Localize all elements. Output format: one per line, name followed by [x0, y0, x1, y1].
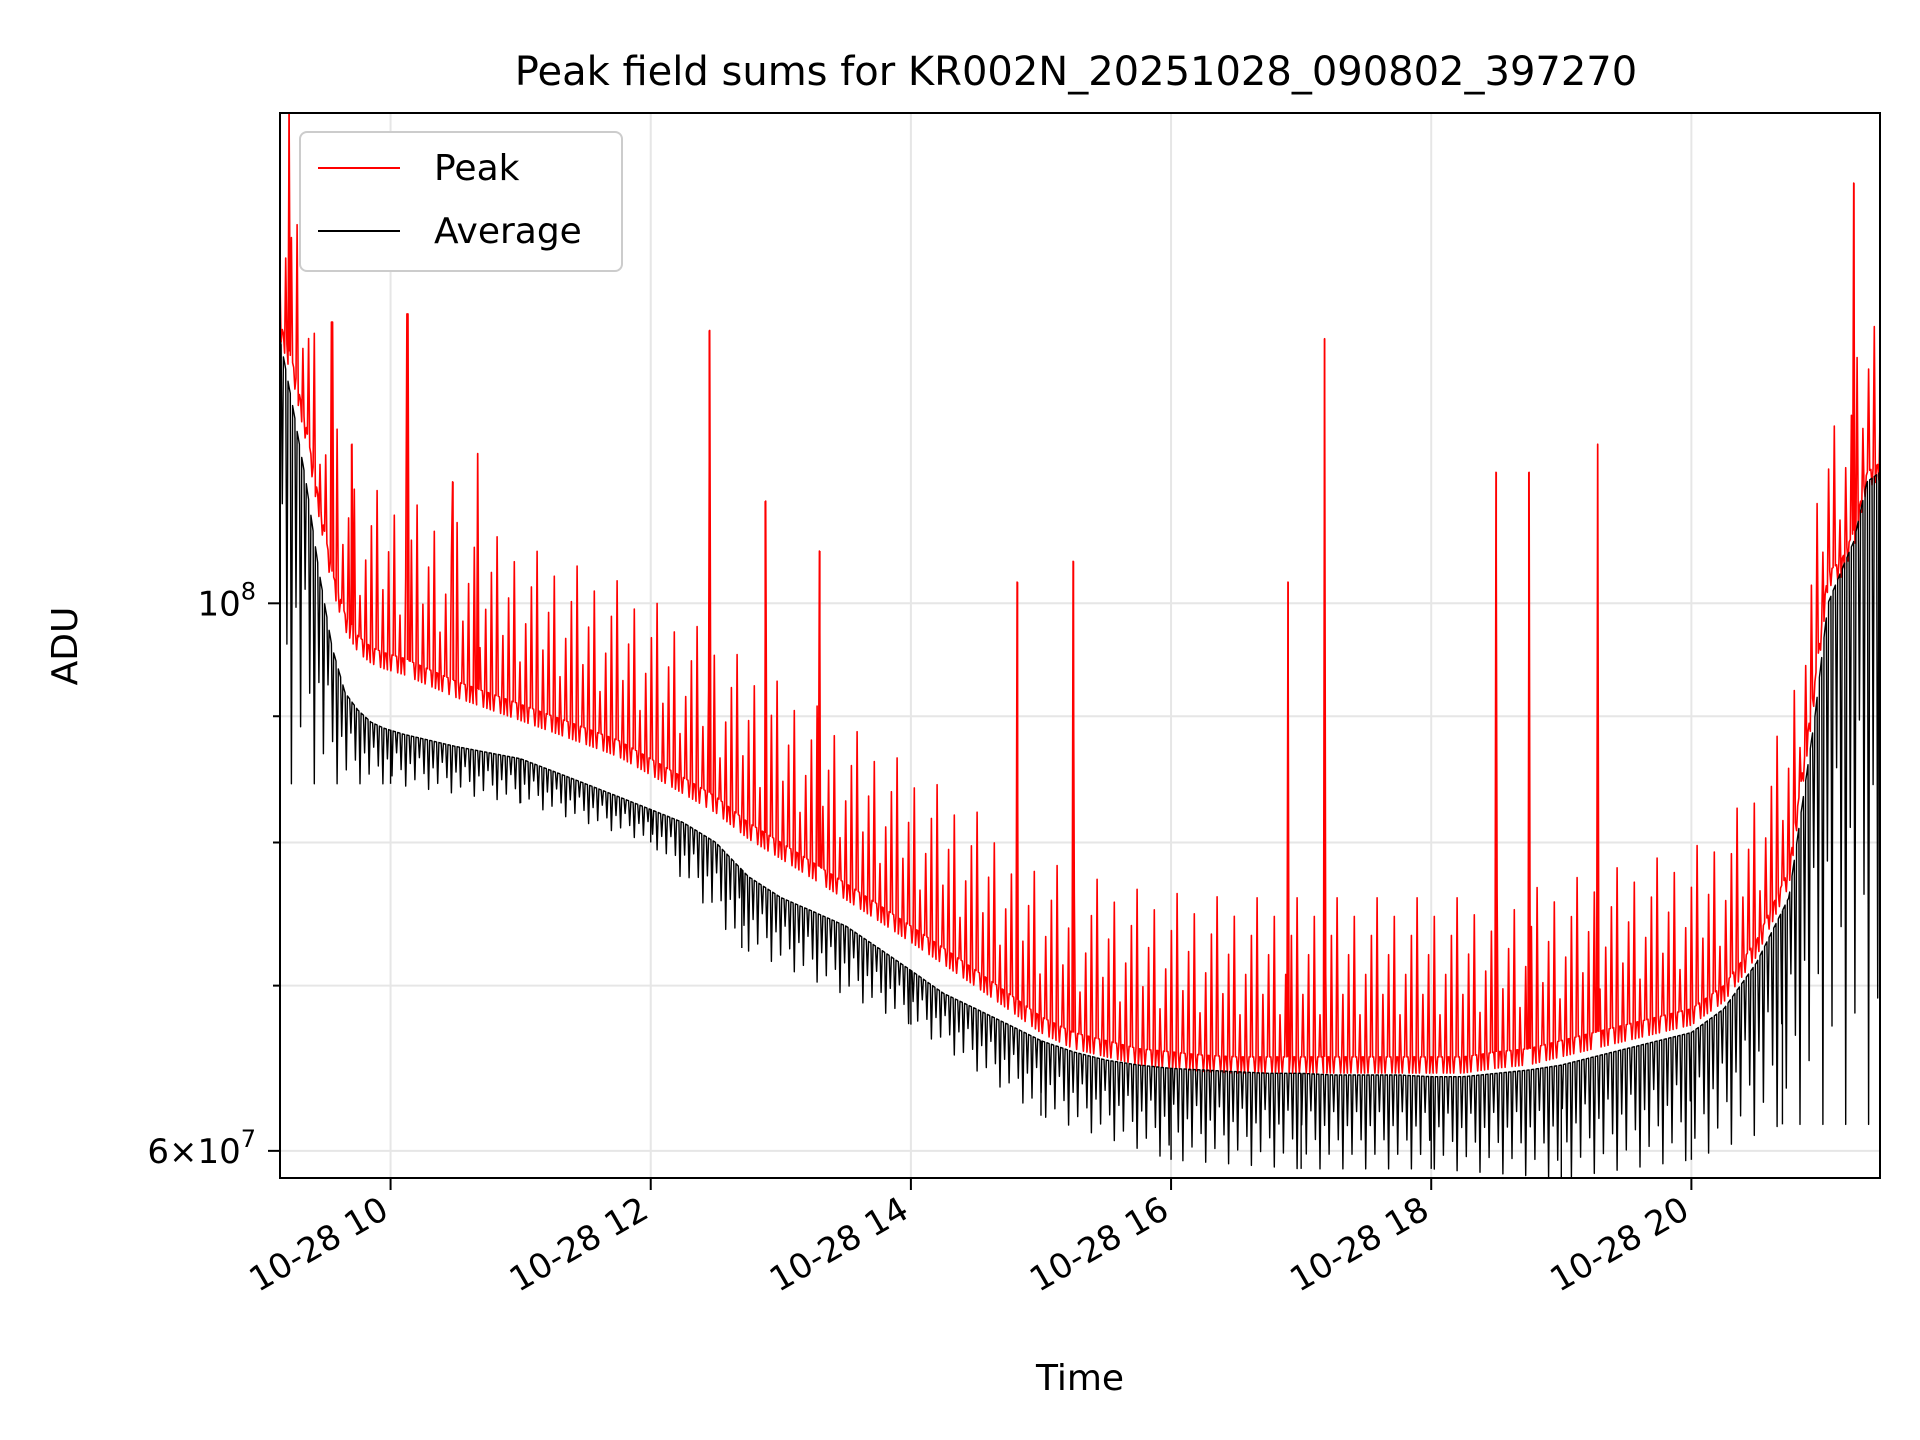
x-axis-label: Time — [1035, 1358, 1124, 1399]
legend-peak-label: Peak — [434, 148, 520, 189]
y-axis-ticks: 6×107 108 — [147, 577, 280, 1172]
y-tick-label-exponent: 7 — [241, 1125, 256, 1153]
axes-frame — [279, 112, 1881, 1179]
y-tick-label-exponent: 8 — [241, 577, 256, 605]
series-lines — [279, 112, 1881, 1178]
chart-title: Peak field sums for KR002N_20251028_0908… — [515, 49, 1637, 95]
legend: Peak Average — [299, 131, 623, 272]
y-tick-label-base: 10 — [197, 584, 240, 624]
y-tick-label-1: 108 — [197, 577, 256, 624]
series-line-average — [279, 338, 1881, 1178]
legend-box — [299, 131, 623, 272]
y-tick-label-0: 6×107 — [147, 1125, 256, 1172]
y-axis-label: ADU — [45, 607, 86, 686]
series-line-peak — [279, 112, 1881, 1074]
legend-average-label: Average — [434, 211, 582, 252]
y-tick-label-base: 6×10 — [147, 1132, 240, 1172]
